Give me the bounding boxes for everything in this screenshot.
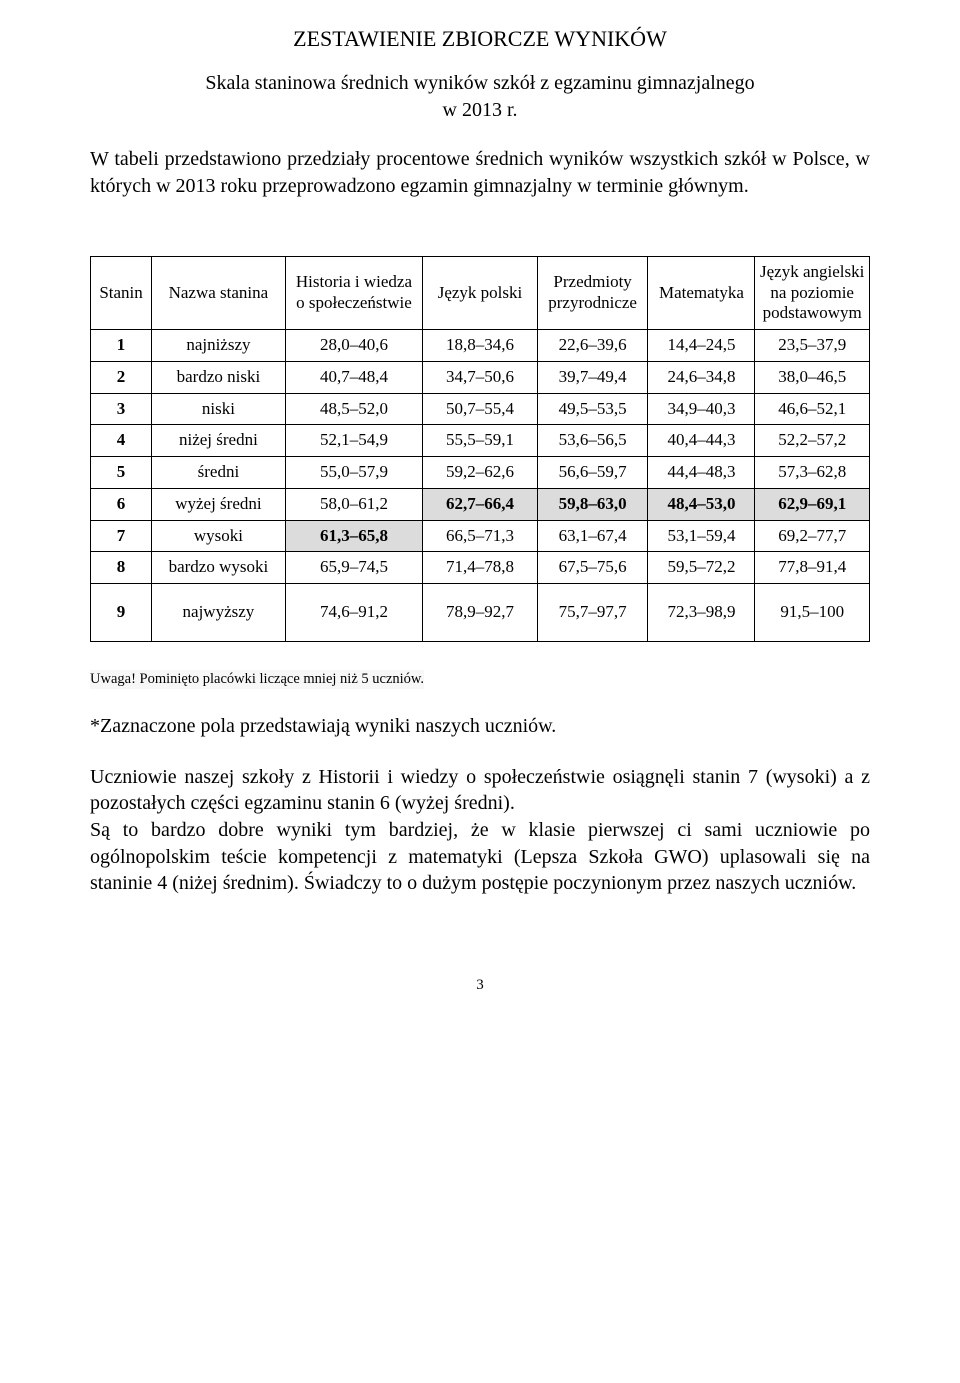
cell-name: najniższy <box>152 330 286 362</box>
subtitle-line-1: Skala staninowa średnich wyników szkół z… <box>205 72 754 94</box>
cell-value: 52,1–54,9 <box>285 425 422 457</box>
cell-value: 65,9–74,5 <box>285 552 422 584</box>
cell-value: 62,9–69,1 <box>755 488 870 520</box>
cell-value: 72,3–98,9 <box>648 584 755 642</box>
cell-name: najwyższy <box>152 584 286 642</box>
cell-value: 58,0–61,2 <box>285 488 422 520</box>
cell-value: 66,5–71,3 <box>423 520 538 552</box>
cell-value: 56,6–59,7 <box>537 457 648 489</box>
cell-value: 55,0–57,9 <box>285 457 422 489</box>
col-przyrodnicze: Przedmioty przyrodnicze <box>537 257 648 330</box>
page-subtitle: Skala staninowa średnich wyników szkół z… <box>90 70 870 124</box>
conclusion-paragraph: Uczniowie naszej szkoły z Historii i wie… <box>90 764 870 897</box>
cell-value: 39,7–49,4 <box>537 361 648 393</box>
cell-value: 46,6–52,1 <box>755 393 870 425</box>
col-polski: Język polski <box>423 257 538 330</box>
cell-value: 59,8–63,0 <box>537 488 648 520</box>
cell-value: 53,1–59,4 <box>648 520 755 552</box>
table-row: 3niski48,5–52,050,7–55,449,5–53,534,9–40… <box>91 393 870 425</box>
col-nazwa: Nazwa stanina <box>152 257 286 330</box>
cell-value: 22,6–39,6 <box>537 330 648 362</box>
cell-value: 14,4–24,5 <box>648 330 755 362</box>
cell-value: 44,4–48,3 <box>648 457 755 489</box>
cell-name: bardzo wysoki <box>152 552 286 584</box>
cell-value: 78,9–92,7 <box>423 584 538 642</box>
col-historia: Historia i wiedza o społeczeństwie <box>285 257 422 330</box>
cell-stanin: 5 <box>91 457 152 489</box>
table-row: 9najwyższy74,6–91,278,9–92,775,7–97,772,… <box>91 584 870 642</box>
stanin-table: Stanin Nazwa stanina Historia i wiedza o… <box>90 256 870 642</box>
cell-value: 77,8–91,4 <box>755 552 870 584</box>
cell-value: 48,4–53,0 <box>648 488 755 520</box>
cell-value: 71,4–78,8 <box>423 552 538 584</box>
cell-value: 74,6–91,2 <box>285 584 422 642</box>
footnote-omitted: Uwaga! Pominięto placówki liczące mniej … <box>90 670 424 689</box>
cell-stanin: 8 <box>91 552 152 584</box>
cell-value: 18,8–34,6 <box>423 330 538 362</box>
cell-value: 23,5–37,9 <box>755 330 870 362</box>
cell-value: 63,1–67,4 <box>537 520 648 552</box>
col-stanin: Stanin <box>91 257 152 330</box>
cell-name: bardzo niski <box>152 361 286 393</box>
footnote-highlighted: *Zaznaczone pola przedstawiają wyniki na… <box>90 715 870 738</box>
cell-name: wyżej średni <box>152 488 286 520</box>
cell-stanin: 7 <box>91 520 152 552</box>
table-header-row: Stanin Nazwa stanina Historia i wiedza o… <box>91 257 870 330</box>
intro-paragraph: W tabeli przedstawiono przedziały procen… <box>90 146 870 200</box>
cell-value: 59,2–62,6 <box>423 457 538 489</box>
cell-value: 59,5–72,2 <box>648 552 755 584</box>
cell-value: 52,2–57,2 <box>755 425 870 457</box>
table-row: 4niżej średni52,1–54,955,5–59,153,6–56,5… <box>91 425 870 457</box>
cell-value: 55,5–59,1 <box>423 425 538 457</box>
cell-stanin: 1 <box>91 330 152 362</box>
cell-value: 28,0–40,6 <box>285 330 422 362</box>
subtitle-line-2: w 2013 r. <box>443 99 518 121</box>
table-row: 7wysoki61,3–65,866,5–71,363,1–67,453,1–5… <box>91 520 870 552</box>
cell-name: niżej średni <box>152 425 286 457</box>
table-row: 5średni55,0–57,959,2–62,656,6–59,744,4–4… <box>91 457 870 489</box>
col-matematyka: Matematyka <box>648 257 755 330</box>
cell-value: 38,0–46,5 <box>755 361 870 393</box>
cell-value: 49,5–53,5 <box>537 393 648 425</box>
cell-value: 50,7–55,4 <box>423 393 538 425</box>
cell-value: 48,5–52,0 <box>285 393 422 425</box>
cell-stanin: 2 <box>91 361 152 393</box>
cell-name: niski <box>152 393 286 425</box>
cell-value: 61,3–65,8 <box>285 520 422 552</box>
table-row: 1najniższy28,0–40,618,8–34,622,6–39,614,… <box>91 330 870 362</box>
cell-value: 67,5–75,6 <box>537 552 648 584</box>
page-title: ZESTAWIENIE ZBIORCZE WYNIKÓW <box>90 26 870 52</box>
cell-value: 53,6–56,5 <box>537 425 648 457</box>
cell-value: 62,7–66,4 <box>423 488 538 520</box>
page-number: 3 <box>90 977 870 994</box>
table-body: 1najniższy28,0–40,618,8–34,622,6–39,614,… <box>91 330 870 642</box>
cell-value: 34,9–40,3 <box>648 393 755 425</box>
cell-stanin: 3 <box>91 393 152 425</box>
cell-value: 40,7–48,4 <box>285 361 422 393</box>
cell-value: 24,6–34,8 <box>648 361 755 393</box>
cell-value: 69,2–77,7 <box>755 520 870 552</box>
cell-value: 34,7–50,6 <box>423 361 538 393</box>
table-row: 2bardzo niski40,7–48,434,7–50,639,7–49,4… <box>91 361 870 393</box>
cell-value: 91,5–100 <box>755 584 870 642</box>
table-row: 8bardzo wysoki65,9–74,571,4–78,867,5–75,… <box>91 552 870 584</box>
cell-value: 40,4–44,3 <box>648 425 755 457</box>
cell-stanin: 6 <box>91 488 152 520</box>
document-page: ZESTAWIENIE ZBIORCZE WYNIKÓW Skala stani… <box>0 0 960 1034</box>
cell-name: średni <box>152 457 286 489</box>
table-row: 6wyżej średni58,0–61,262,7–66,459,8–63,0… <box>91 488 870 520</box>
col-angielski: Język angielski na poziomie podstawowym <box>755 257 870 330</box>
cell-value: 75,7–97,7 <box>537 584 648 642</box>
cell-stanin: 9 <box>91 584 152 642</box>
cell-name: wysoki <box>152 520 286 552</box>
cell-stanin: 4 <box>91 425 152 457</box>
cell-value: 57,3–62,8 <box>755 457 870 489</box>
